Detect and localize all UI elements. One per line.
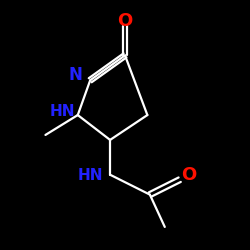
Text: HN: HN	[50, 104, 76, 119]
Text: HN: HN	[78, 168, 103, 184]
Text: N: N	[68, 66, 82, 84]
Text: O: O	[181, 166, 196, 184]
Text: O: O	[118, 12, 132, 30]
